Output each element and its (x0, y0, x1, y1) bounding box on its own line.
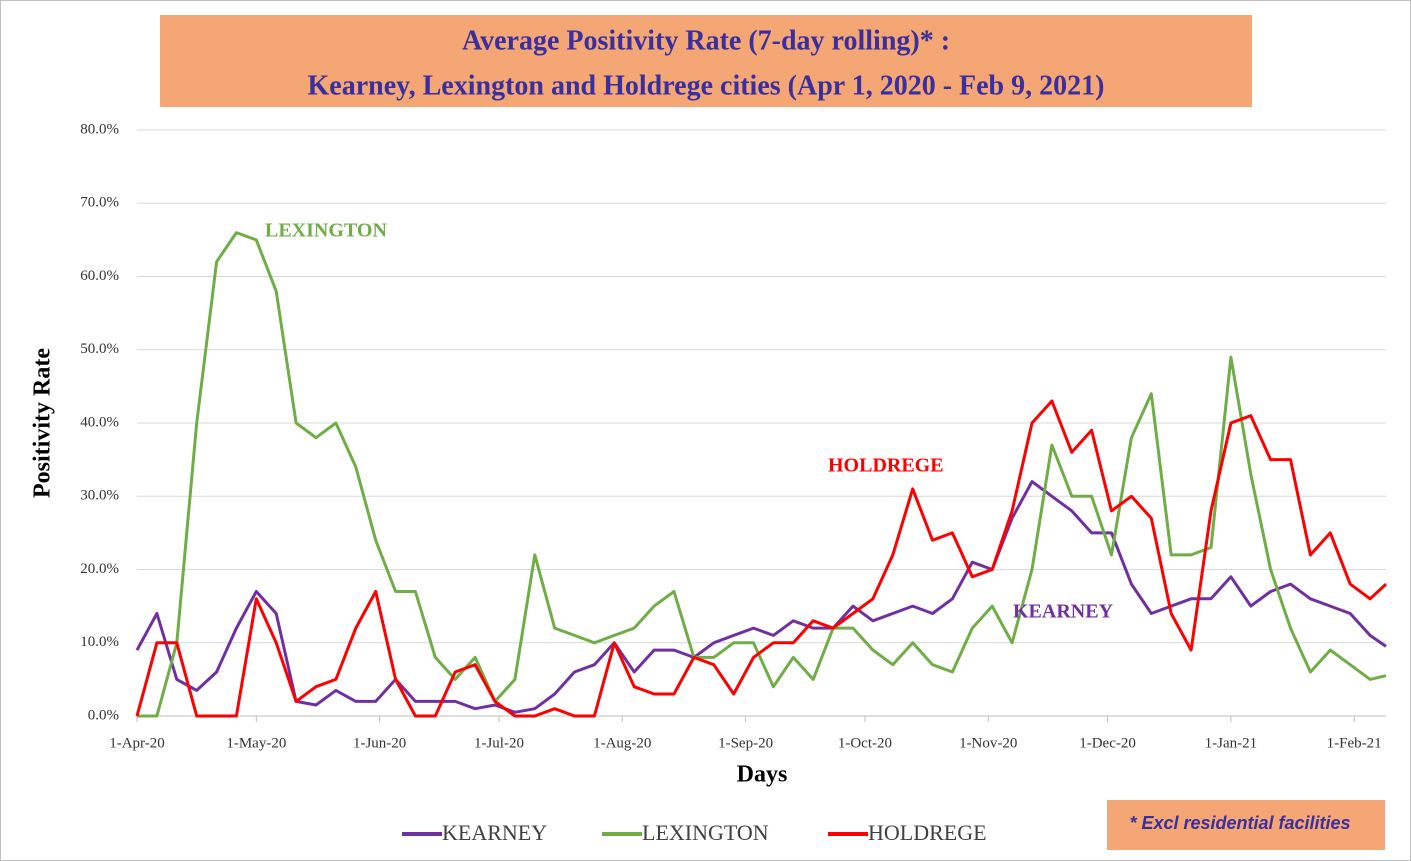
legend-label: LEXINGTON (642, 820, 769, 845)
x-tick-label: 1-Apr-20 (109, 735, 165, 751)
x-tick-label: 1-Jan-21 (1205, 735, 1258, 751)
annotation: HOLDREGE (828, 455, 944, 477)
x-tick-label: 1-Feb-21 (1327, 735, 1382, 751)
x-axis-label: Days (737, 762, 788, 788)
annotation: LEXINGTON (265, 220, 387, 242)
y-tick-label: 0.0% (88, 707, 119, 723)
y-axis-label: Positivity Rate (30, 348, 56, 498)
series-line (135, 399, 1388, 718)
x-tick-label: 1-Aug-20 (593, 735, 651, 751)
x-tick-label: 1-Nov-20 (959, 735, 1017, 751)
x-tick-label: 1-Sep-20 (718, 735, 773, 751)
y-tick-label: 50.0% (80, 341, 119, 357)
series-line (137, 231, 1387, 718)
footnote: * Excl residential facilities (1129, 813, 1350, 833)
y-tick-label: 20.0% (80, 561, 119, 577)
y-tick-label: 30.0% (80, 488, 119, 504)
legend-label: KEARNEY (442, 820, 547, 845)
title-box (160, 15, 1252, 107)
x-tick-label: 1-Jun-20 (353, 735, 406, 751)
x-tick-label: 1-May-20 (226, 735, 286, 751)
x-tick-label: 1-Jul-20 (474, 735, 524, 751)
chart-title: Average Positivity Rate (7-day rolling)*… (462, 25, 950, 56)
y-tick-label: 10.0% (80, 634, 119, 650)
legend-label: HOLDREGE (868, 820, 987, 845)
x-tick-label: 1-Oct-20 (838, 735, 892, 751)
annotation: KEARNEY (1013, 601, 1114, 623)
series-line (135, 480, 1387, 714)
y-tick-label: 80.0% (80, 121, 119, 137)
x-tick-label: 1-Dec-20 (1079, 735, 1136, 751)
footnote-box (1107, 800, 1385, 850)
y-tick-label: 70.0% (80, 195, 119, 211)
chart-title: Kearney, Lexington and Holdrege cities (… (308, 70, 1105, 101)
y-tick-label: 60.0% (80, 268, 119, 284)
y-tick-label: 40.0% (80, 414, 119, 430)
